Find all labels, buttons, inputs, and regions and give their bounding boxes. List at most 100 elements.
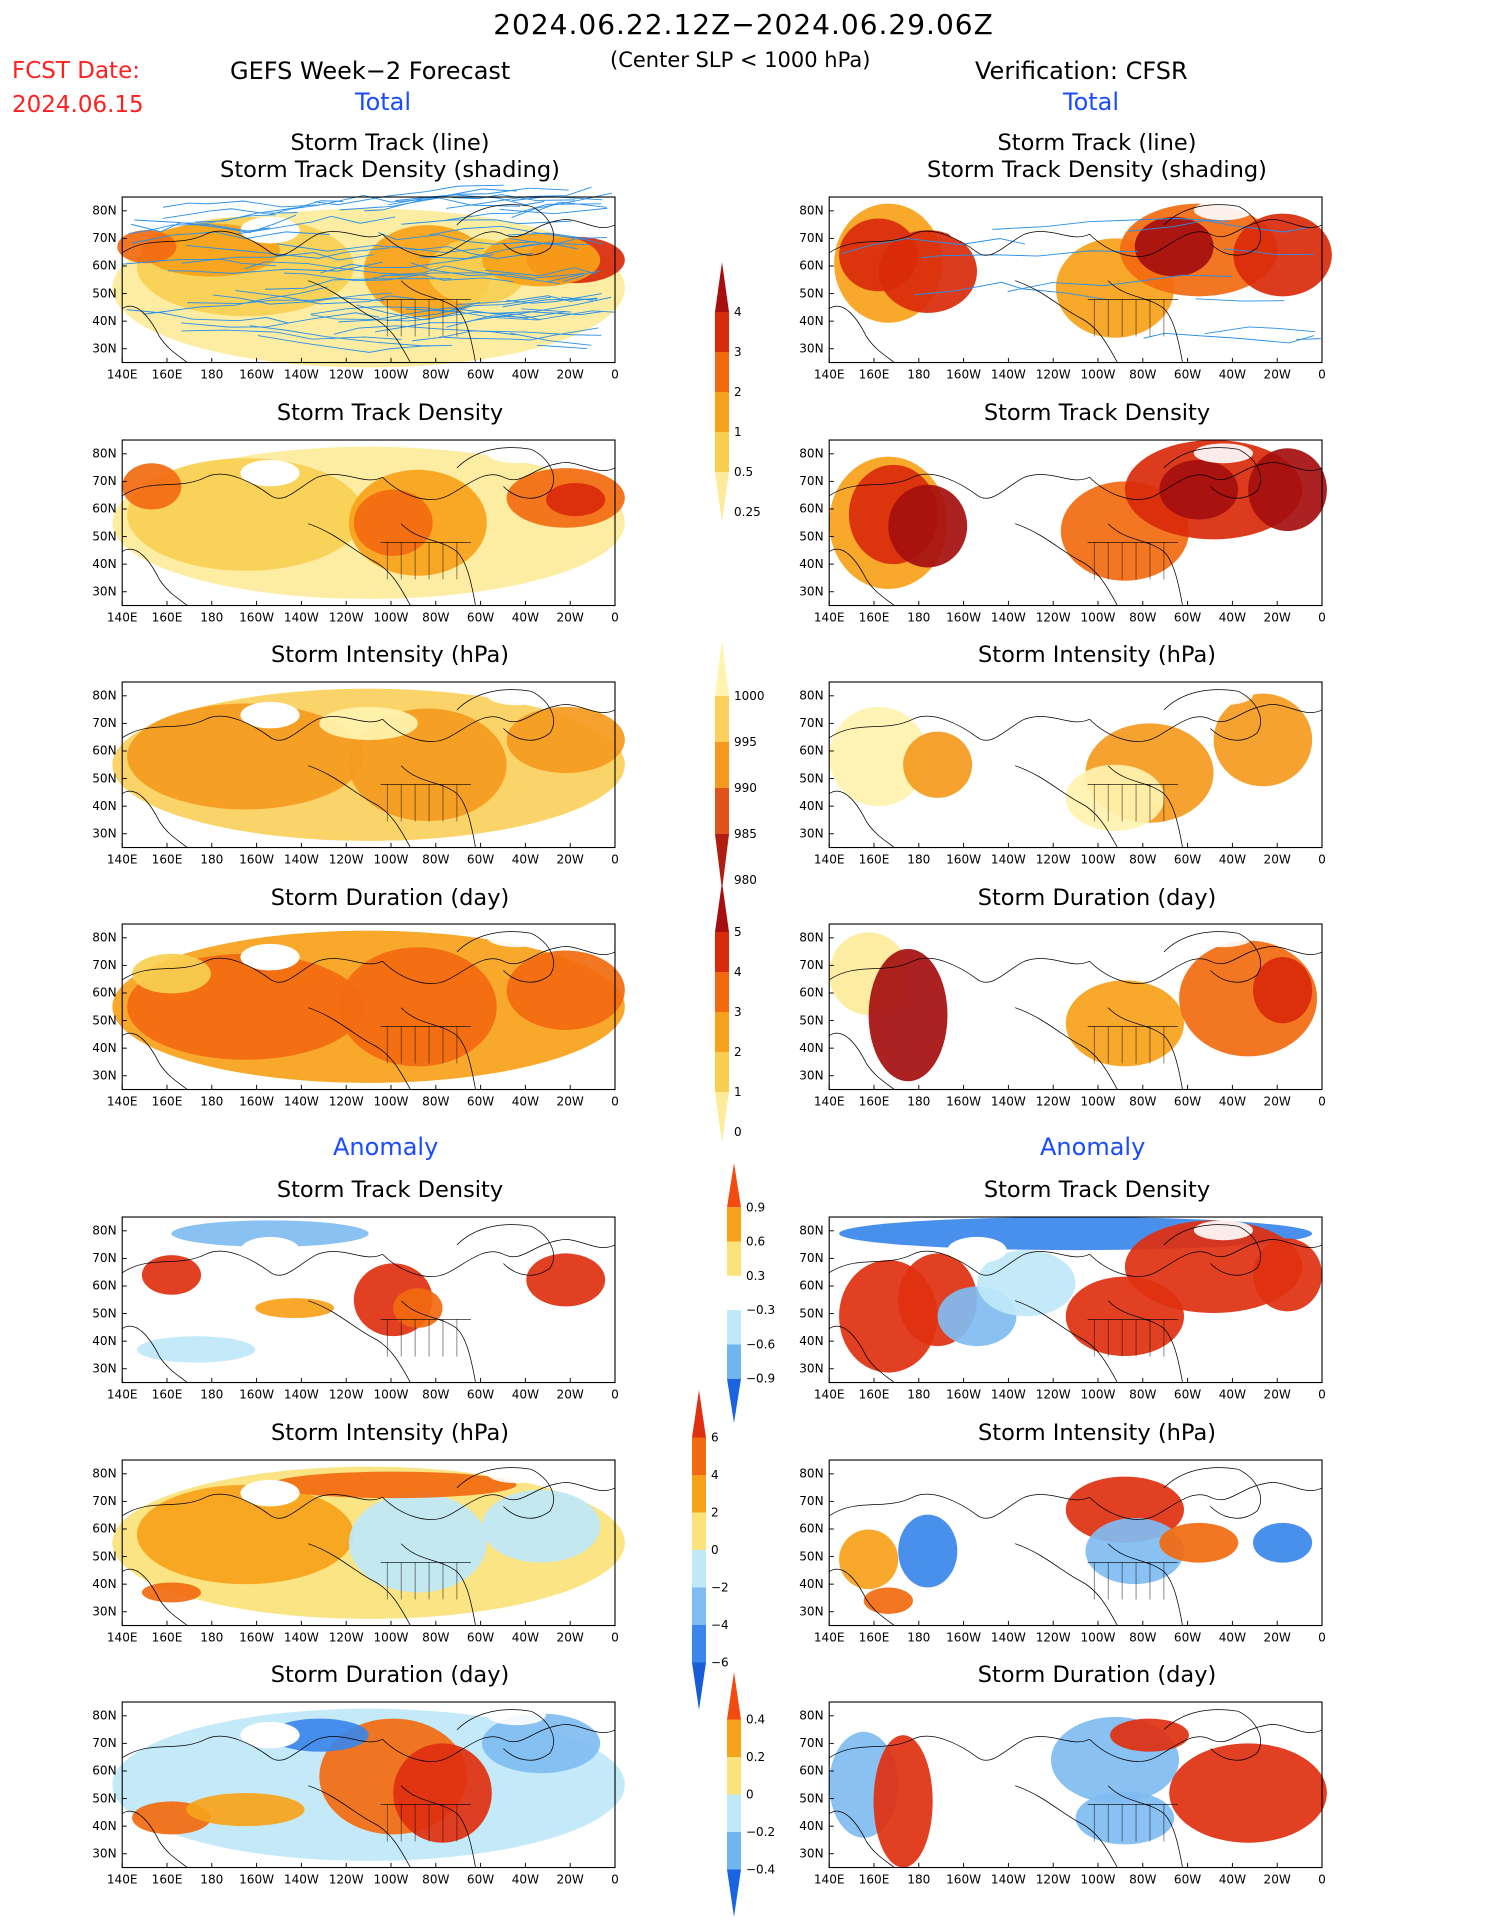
storm-track-line	[237, 215, 396, 235]
storm-track-line	[162, 200, 321, 208]
lon-tick-label: 0	[1318, 367, 1326, 381]
lon-tick-label: 100W	[373, 1387, 408, 1401]
colorbar-swatch	[727, 1344, 741, 1379]
storm-track-line	[914, 281, 1108, 301]
lon-tick-label: 80W	[1129, 1387, 1156, 1401]
coastline	[382, 1724, 616, 1762]
shading-region	[863, 1587, 913, 1614]
storm-track-line	[162, 208, 298, 219]
lon-tick-label: 160W	[239, 610, 274, 624]
lon-tick-label: 160W	[946, 1094, 981, 1108]
lat-tick-label: 60N	[799, 986, 823, 1000]
colorbar-label: 4	[734, 305, 742, 319]
coastline	[382, 704, 616, 742]
lat-tick-label: 50N	[92, 771, 116, 785]
storm-track-line	[277, 243, 485, 253]
lon-tick-label: 140W	[284, 367, 319, 381]
title-intensity-anom-left: Storm Intensity (hPa)	[270, 1420, 510, 1446]
lon-tick-label: 160W	[239, 1094, 274, 1108]
shading-region	[898, 1514, 958, 1588]
lon-tick-label: 160W	[946, 1872, 981, 1886]
storm-track-line	[1195, 298, 1285, 302]
colorbar-swatch	[715, 392, 729, 432]
colorbar-swatch	[727, 1719, 741, 1757]
lon-tick-label: 140W	[991, 1387, 1026, 1401]
coastline	[1163, 931, 1261, 983]
map-panel-gefs-intensity-total: 80N 70N 60N 50N 40N 30N 140E 160E 180 160W 140W 120…	[92, 675, 625, 875]
shading-region	[1075, 1791, 1175, 1845]
title-track-shading-right: Storm Track Density (shading)	[927, 157, 1267, 183]
lon-tick-label: 140W	[284, 1387, 319, 1401]
colorbar-label: 6	[711, 1431, 719, 1445]
shading-region	[117, 230, 177, 264]
lon-tick-label: 80W	[422, 610, 449, 624]
lon-tick-label: 20W	[1264, 852, 1291, 866]
lat-tick-label: 50N	[799, 1306, 823, 1320]
storm-track-line	[921, 250, 1138, 259]
lon-tick-label: 160E	[152, 1630, 183, 1644]
colorbar-swatch	[715, 788, 729, 834]
coastline	[121, 548, 188, 606]
storm-track-line	[1007, 274, 1233, 292]
storm-track-line	[265, 278, 452, 290]
storm-track-line	[485, 267, 597, 277]
shading-region	[1169, 1743, 1327, 1843]
lon-tick-label: 40W	[1219, 1630, 1246, 1644]
colorbar-label: 990	[734, 781, 757, 795]
left-column-title: GEFS Week−2 Forecast	[230, 57, 511, 85]
storm-track-line	[363, 274, 514, 283]
storm-track-line	[131, 231, 330, 244]
colorbar-label: 1	[734, 425, 742, 439]
title-density-right: Storm Track Density	[983, 400, 1211, 426]
section-anomaly-left: Anomaly	[333, 1133, 439, 1161]
colorbar-label: 4	[734, 965, 742, 979]
lat-tick-label: 70N	[799, 1736, 823, 1750]
lon-tick-label: 100W	[1080, 1094, 1115, 1108]
lon-tick-label: 60W	[1174, 1872, 1201, 1886]
lon-tick-label: 160W	[239, 852, 274, 866]
lon-tick-label: 60W	[1174, 1630, 1201, 1644]
lat-tick-label: 30N	[799, 584, 823, 598]
storm-track-line	[1128, 219, 1312, 233]
lat-tick-label: 80N	[92, 689, 116, 703]
lon-tick-label: 180	[200, 1630, 223, 1644]
coastline	[828, 230, 1090, 256]
lon-tick-label: 180	[907, 1872, 930, 1886]
lon-tick-label: 100W	[1080, 1872, 1115, 1886]
lat-tick-label: 50N	[799, 1013, 823, 1027]
shading-region	[481, 233, 601, 287]
lon-tick-label: 120W	[329, 852, 364, 866]
lon-tick-label: 160W	[239, 1387, 274, 1401]
lon-tick-label: 160E	[859, 852, 890, 866]
lon-tick-label: 100W	[373, 1872, 408, 1886]
shading-region	[506, 950, 625, 1030]
lon-tick-label: 0	[1318, 1387, 1326, 1401]
lat-tick-label: 30N	[92, 826, 116, 840]
colorbar-duration-anomaly: 0.4 0.2 0 −0.2 −0.4	[727, 1672, 787, 1917]
coastline	[828, 1250, 1090, 1276]
lat-tick-label: 50N	[92, 1549, 116, 1563]
lat-tick-label: 60N	[92, 259, 116, 273]
storm-track-line	[356, 304, 541, 321]
storm-track-line	[446, 203, 602, 221]
lon-tick-label: 140E	[107, 1387, 138, 1401]
coastline	[828, 1325, 895, 1383]
colorbar-intensity-total: 1000 995 990 985 980	[715, 640, 775, 890]
lon-tick-label: 80W	[1129, 367, 1156, 381]
shading-region	[1253, 1238, 1322, 1312]
shading-region	[1085, 1517, 1185, 1585]
shading-region	[339, 947, 497, 1067]
map-panel-gefs-storm-track-density-total: 80N 70N 60N 50N 40N 30N 140E 160E 180 160W 140W 120…	[92, 184, 625, 390]
colorbar-label: 3	[734, 345, 742, 359]
lon-tick-label: 160E	[152, 1094, 183, 1108]
colorbar-label: 980	[734, 873, 757, 887]
lon-tick-label: 180	[200, 1094, 223, 1108]
lat-tick-label: 40N	[799, 1577, 823, 1591]
lat-tick-label: 50N	[92, 529, 116, 543]
colorbar-label: −4	[711, 1618, 729, 1632]
lat-tick-label: 60N	[799, 1764, 823, 1778]
lon-tick-label: 140W	[284, 852, 319, 866]
coastline	[121, 1735, 383, 1761]
lon-tick-label: 0	[611, 852, 619, 866]
storm-track-line	[561, 296, 594, 301]
